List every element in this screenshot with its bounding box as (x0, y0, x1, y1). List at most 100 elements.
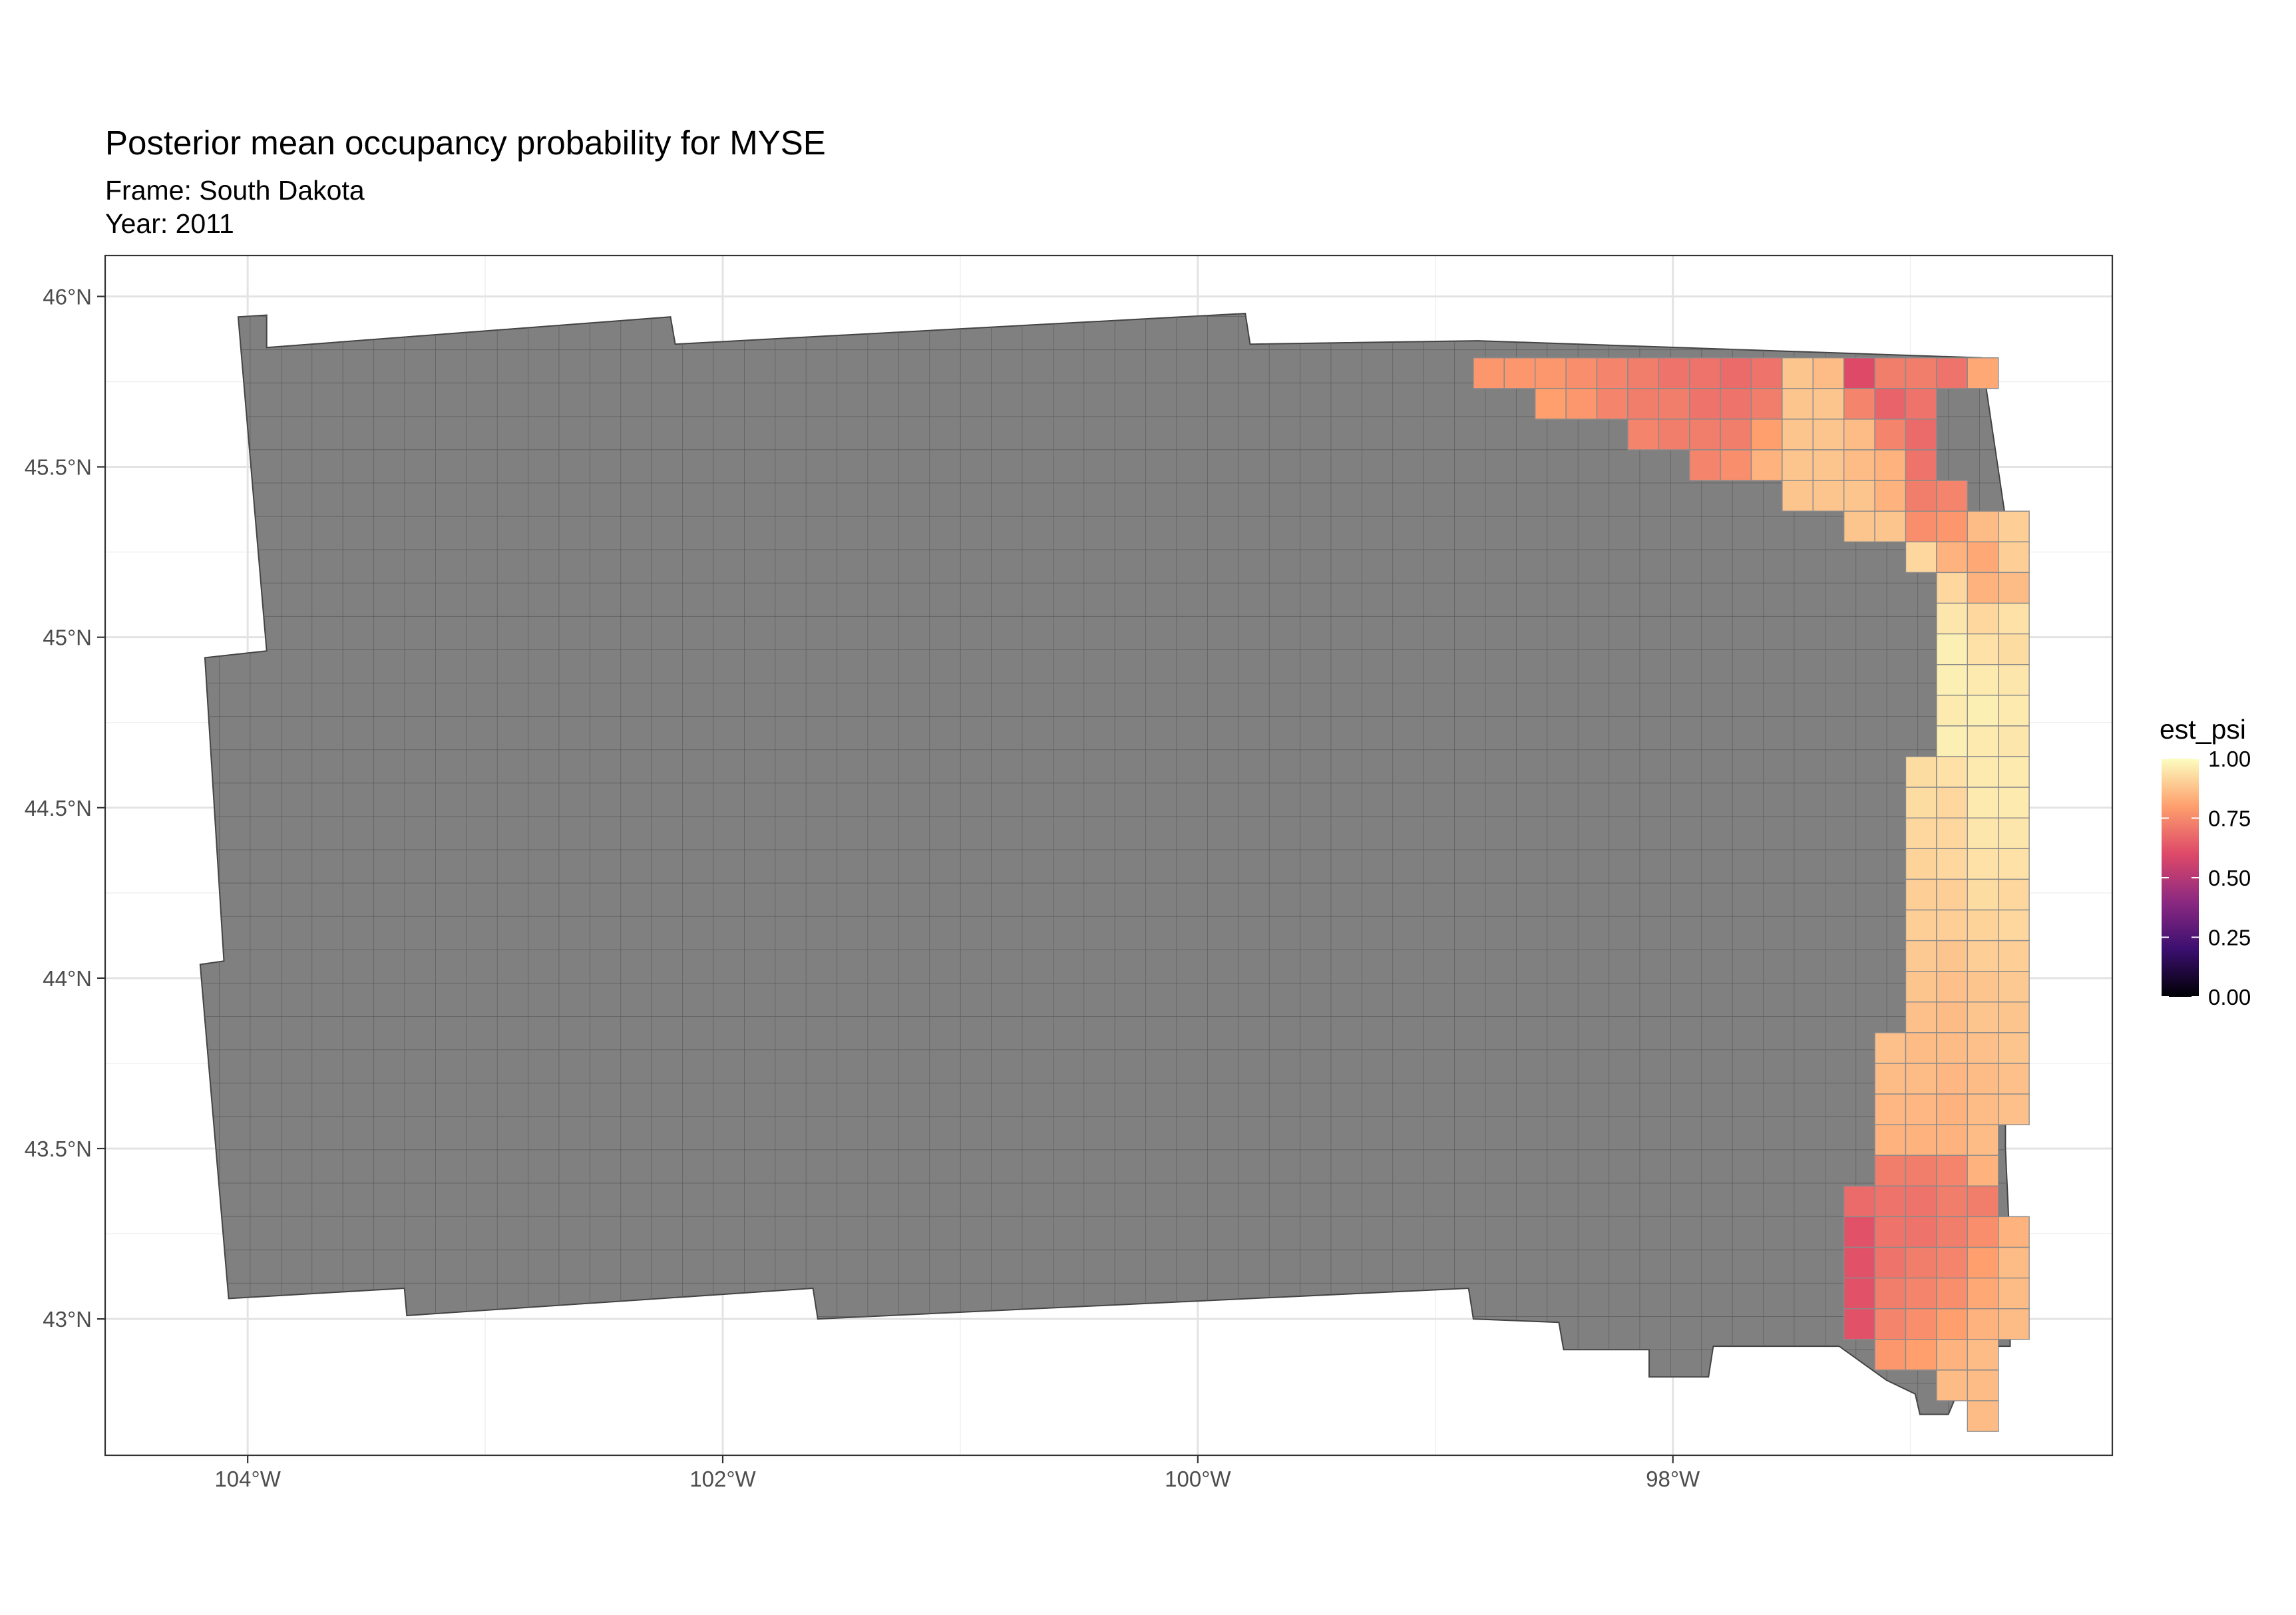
estimated-cell (1997, 909, 2030, 942)
estimated-cell (1627, 388, 1659, 420)
estimated-cell (1874, 1277, 1907, 1310)
estimated-cell (1997, 817, 2030, 849)
estimated-cell (1534, 388, 1567, 420)
estimated-cell (1905, 1032, 1937, 1064)
estimated-cell (1905, 510, 1937, 543)
estimated-cell (1997, 572, 2030, 604)
estimated-cell (1843, 357, 1875, 389)
estimated-cell (1750, 419, 1783, 450)
estimated-cell (1997, 756, 2030, 788)
estimated-cell (1874, 480, 1907, 512)
x-tick-label: 104°W (214, 1467, 281, 1491)
estimated-cell (1905, 1246, 1937, 1279)
estimated-cell (1997, 1216, 2030, 1248)
y-tick-label: 45.5°N (25, 455, 92, 480)
estimated-cell (1720, 388, 1752, 420)
estimated-cell (1936, 664, 1968, 696)
estimated-cell (1967, 1093, 1999, 1125)
estimated-cell (1936, 1308, 1968, 1340)
frame-cell-grid-lines (200, 313, 2010, 1415)
estimated-cell (1967, 1216, 1999, 1248)
estimated-cell (1843, 1216, 1875, 1248)
estimated-cell (1967, 909, 1999, 942)
estimated-cell (1905, 1339, 1937, 1371)
estimated-cell (1936, 1124, 1968, 1156)
estimated-cell (1967, 787, 1999, 818)
estimated-cell (1874, 1308, 1907, 1340)
estimated-cell (1627, 357, 1659, 389)
estimated-cell (1905, 878, 1937, 911)
estimated-cell (1596, 357, 1628, 389)
estimated-cell (1936, 480, 1968, 512)
estimated-cell (1997, 878, 2030, 911)
estimated-cell (1843, 1277, 1875, 1310)
estimated-cell (1967, 602, 1999, 635)
estimated-cell (1843, 1308, 1875, 1340)
estimated-cell (1997, 1032, 2030, 1064)
legend-tick-label: 0.00 (2208, 985, 2251, 1009)
estimated-cell (1905, 1216, 1937, 1248)
estimated-cell (1905, 388, 1937, 420)
chart-title: Posterior mean occupancy probability for… (105, 124, 826, 162)
estimated-cell (1812, 388, 1845, 420)
estimated-cell (1503, 357, 1536, 389)
estimated-cell (1905, 1063, 1937, 1095)
estimated-cell (1936, 510, 1968, 543)
legend-tick-label: 0.25 (2208, 926, 2251, 950)
legend-tick-label: 0.75 (2208, 807, 2251, 831)
map-panel (104, 254, 2114, 1457)
estimated-cell (1905, 419, 1937, 450)
estimated-cell (1997, 1063, 2030, 1095)
estimated-cell (1997, 510, 2030, 543)
estimated-cell (1874, 419, 1907, 450)
estimated-cell (1967, 510, 1999, 543)
estimated-cell (1905, 1185, 1937, 1218)
y-tick-label: 44°N (43, 966, 92, 991)
estimated-cell (1967, 572, 1999, 604)
estimated-cell (1534, 357, 1567, 389)
estimated-cell (1843, 1185, 1875, 1218)
estimated-cell (1936, 1246, 1968, 1279)
estimated-cell (1967, 817, 1999, 849)
estimated-cell (1997, 725, 2030, 757)
estimated-cell (1936, 1369, 1968, 1401)
estimated-cell (1997, 1001, 2030, 1033)
estimated-cell (1874, 1185, 1907, 1218)
estimated-cell (1967, 1124, 1999, 1156)
estimated-cell (1874, 510, 1907, 543)
y-axis: 43°N 43.5°N 44°N 44.5°N 45°N 45.5°N 46°N (25, 284, 105, 1332)
estimated-cell (1874, 357, 1907, 389)
estimated-cell (1967, 1185, 1999, 1218)
estimated-cell (1997, 602, 2030, 635)
estimated-cell (1997, 1246, 2030, 1279)
estimated-cell (1936, 878, 1968, 911)
estimated-cell (1905, 541, 1937, 574)
estimated-cell (1967, 1246, 1999, 1279)
estimated-cell (1905, 357, 1937, 389)
estimated-cell (1782, 480, 1814, 512)
estimated-cell (1843, 388, 1875, 420)
estimated-cell (1967, 940, 1999, 972)
estimated-cell (1905, 1001, 1937, 1033)
estimated-cell (1843, 480, 1875, 512)
estimated-cell (1997, 633, 2030, 665)
estimated-cell (1905, 756, 1937, 788)
estimated-cell (1967, 1155, 1999, 1186)
estimated-cell (1936, 633, 1968, 665)
estimated-cell (1967, 756, 1999, 788)
estimated-cell (1565, 357, 1598, 389)
estimated-cell (1874, 1032, 1907, 1064)
estimated-cell (1688, 357, 1721, 389)
estimated-cells (1473, 357, 2030, 1432)
estimated-cell (1874, 388, 1907, 420)
estimated-cell (1720, 419, 1752, 450)
estimated-cell (1936, 1339, 1968, 1371)
estimated-cell (1967, 1369, 1999, 1401)
estimated-cell (1997, 970, 2030, 1003)
estimated-cell (1843, 1246, 1875, 1279)
estimated-cell (1967, 725, 1999, 757)
estimated-cell (1874, 1246, 1907, 1279)
estimated-cell (1905, 1124, 1937, 1156)
estimated-cell (1905, 1093, 1937, 1125)
